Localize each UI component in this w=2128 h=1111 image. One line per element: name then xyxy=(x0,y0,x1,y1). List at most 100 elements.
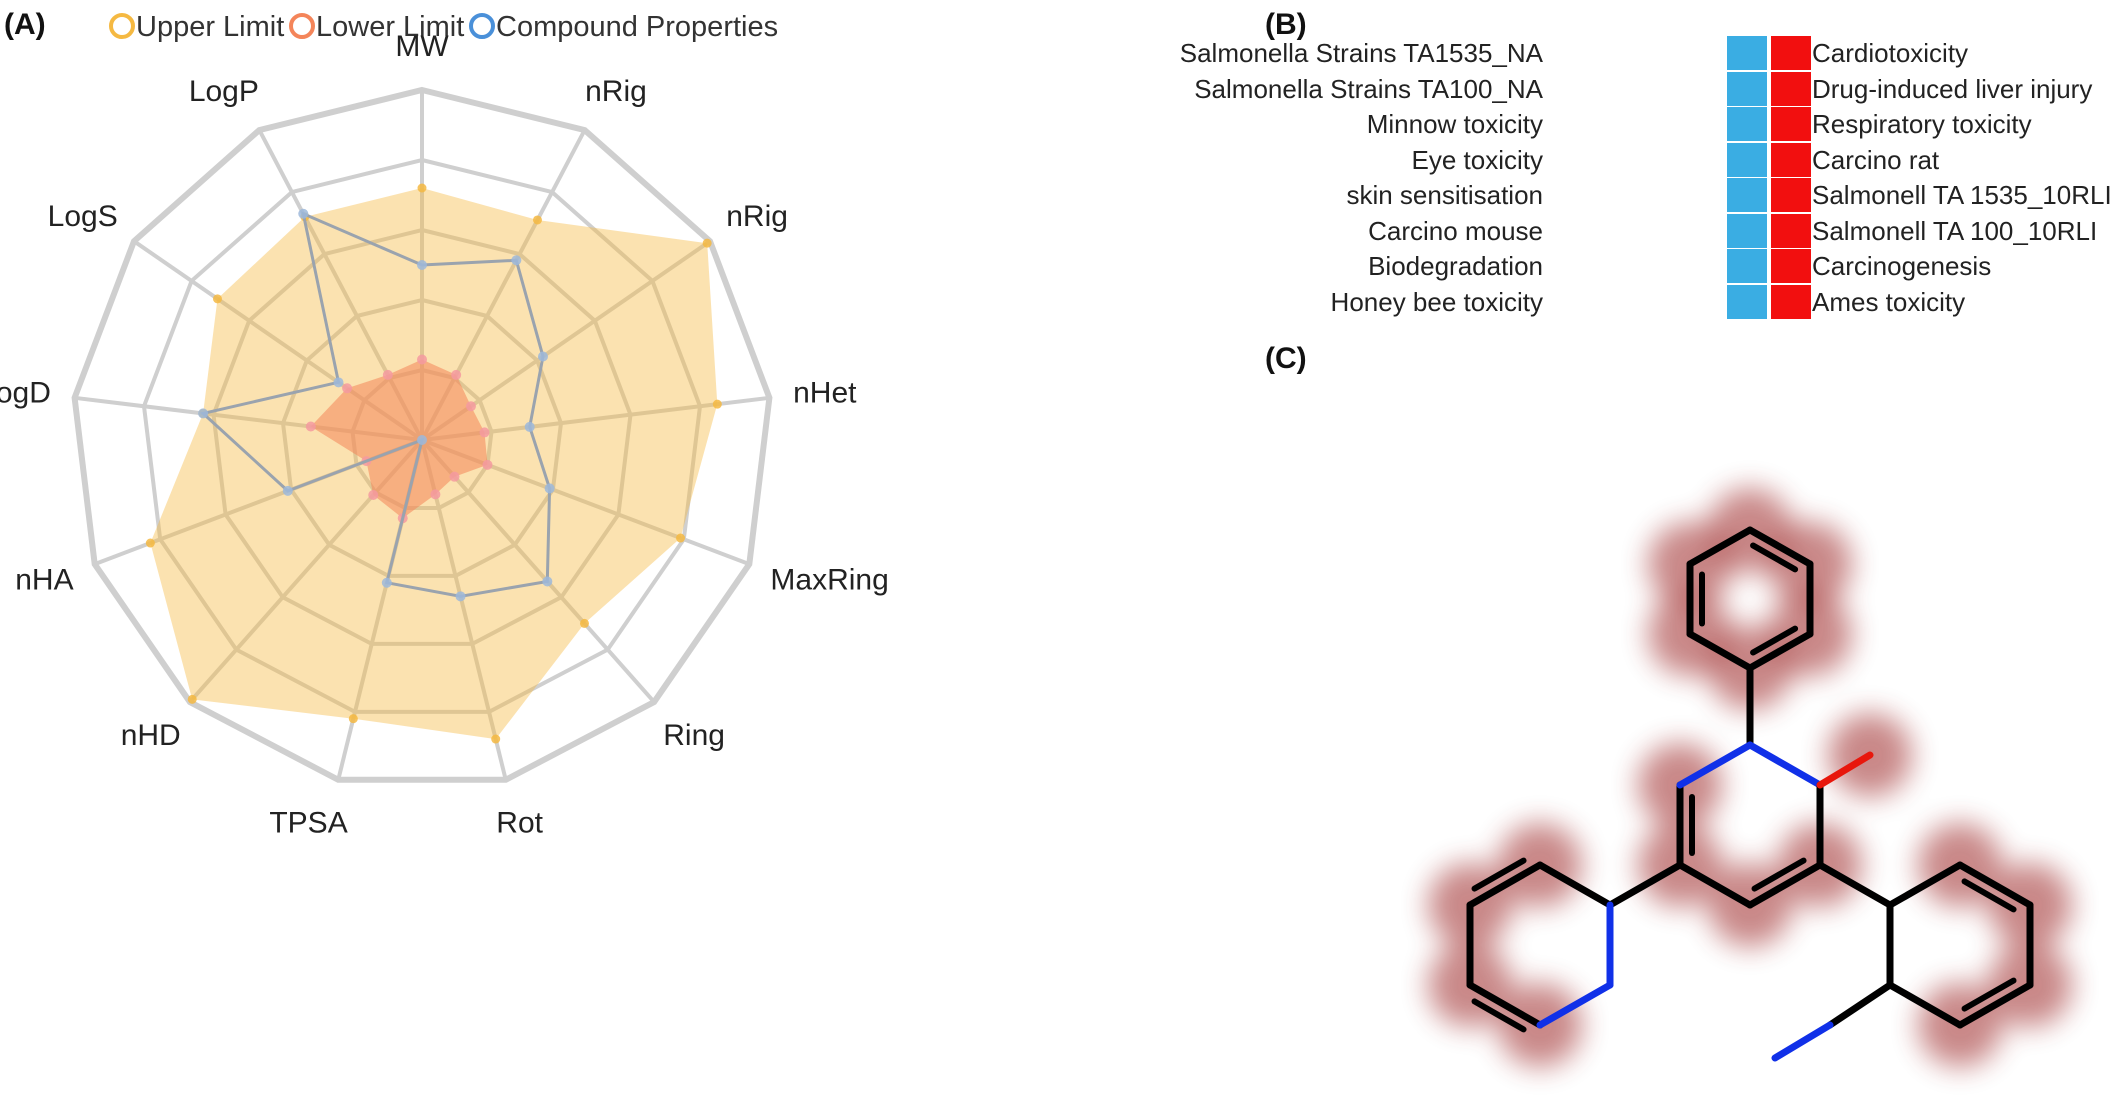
panel-label-b: (B) xyxy=(1265,8,1307,41)
toxicity-cell-red xyxy=(1771,71,1811,106)
toxicity-cell-red xyxy=(1771,36,1811,70)
axis-label-1: nRig xyxy=(585,75,647,108)
series-1-point-10 xyxy=(305,421,316,432)
toxicity-cell-blue xyxy=(1727,36,1767,70)
legend-marker-2 xyxy=(469,13,495,39)
toxicity-label-left: Honey bee toxicity xyxy=(1330,286,1543,317)
toxicity-cell-blue xyxy=(1727,213,1767,248)
series-1-point-1 xyxy=(451,369,462,380)
series-2-point-2 xyxy=(537,351,548,362)
axis-label-12: LogP xyxy=(189,75,259,108)
axis-label-11: LogS xyxy=(48,200,118,233)
double-bond xyxy=(1961,878,2017,913)
axis-label-5: Ring xyxy=(663,719,725,752)
toxicity-cell-blue xyxy=(1727,284,1767,319)
bond xyxy=(1771,1021,1834,1062)
series-1-point-3 xyxy=(479,427,490,438)
series-area-1 xyxy=(310,359,488,519)
toxicity-heatmap: Salmonella Strains TA1535_NA Cardiotoxici… xyxy=(1180,36,2120,458)
bond xyxy=(1686,630,1754,672)
panel-label-a: (A) xyxy=(4,8,46,41)
radar-axis-labels: MW nRig nRig nHet MaxRing Ring Rot TPSA nHD nHA Lo… xyxy=(0,30,889,840)
bond xyxy=(1956,981,2034,1029)
toxicity-label-left: Carcino mouse xyxy=(1368,215,1543,246)
toxicity-cell-red xyxy=(1771,284,1811,319)
molecule-bonds xyxy=(1466,526,2034,1062)
toxicity-label-right: Salmonell TA 1535_10RLI xyxy=(1812,180,2112,210)
toxicity-label-right: Carcinogenesis xyxy=(1812,251,1992,281)
bond xyxy=(1956,861,2034,909)
series-2-point-12 xyxy=(298,208,309,219)
toxicity-label-left: Salmonella Strains TA100_NA xyxy=(1194,73,1543,104)
series-1-point-11 xyxy=(342,383,353,394)
series-0-point-3 xyxy=(712,399,722,409)
toxicity-cell-red xyxy=(1771,213,1811,248)
grid-spoke-5 xyxy=(420,438,656,704)
axis-label-3: nHet xyxy=(793,377,857,410)
legend-marker-1 xyxy=(289,13,315,39)
bond xyxy=(1746,526,1814,568)
grid-ring-outer xyxy=(71,86,773,783)
panel-label-c: (C) xyxy=(1265,342,1307,375)
series-2-point-10 xyxy=(198,408,209,419)
toxicity-label-right: Salmonell TA 100_10RLI xyxy=(1812,215,2098,246)
toxicity-label-left: Salmonella Strains TA1535_NA xyxy=(1179,38,1543,68)
bond xyxy=(1536,861,1614,909)
toxicity-label-left: skin sensitisation xyxy=(1346,180,1543,210)
toxicity-label-right: Carcino rat xyxy=(1812,144,1940,175)
radar-series xyxy=(145,183,722,744)
series-2-point-6 xyxy=(455,591,466,602)
toxicity-cell-blue xyxy=(1727,178,1767,212)
toxicity-label-right: Drug-induced liver injury xyxy=(1812,73,2093,104)
toxicity-row: Minnow toxicity Respiratory toxicity xyxy=(1260,105,2120,149)
toxicity-label-right: Respiratory toxicity xyxy=(1812,109,2032,139)
toxicity-label-right: Cardiotoxicity xyxy=(1812,38,1969,68)
series-2-point-1 xyxy=(511,255,522,266)
axis-label-0: MW xyxy=(395,30,449,63)
legend-label-1: Lower Limit xyxy=(316,11,464,43)
bond xyxy=(1676,861,1754,909)
series-1-point-6 xyxy=(430,489,441,500)
radar-legend: Upper Limit Lower Limit Compound Propertie… xyxy=(109,11,778,43)
toxicity-row: Salmonella Strains TA100_NA Drug-induced … xyxy=(1194,70,2120,114)
toxicity-cell-red xyxy=(1771,178,1811,212)
series-0-point-0 xyxy=(417,183,427,193)
series-0-point-8 xyxy=(187,694,197,704)
series-0-point-11 xyxy=(212,294,222,304)
bond xyxy=(1466,981,1544,1029)
toxicity-cell-blue xyxy=(1727,249,1767,283)
series-0-point-6 xyxy=(491,734,501,744)
grid-ring-4 xyxy=(141,157,703,714)
molecule-structure xyxy=(1428,488,2072,1067)
series-1-point-4 xyxy=(482,459,493,470)
series-2-point-7 xyxy=(381,577,392,588)
bond xyxy=(1826,981,1894,1029)
toxicity-row: Salmonella Strains TA1535_NA Cardiotoxici… xyxy=(1180,34,2120,78)
toxicity-cell-blue xyxy=(1727,107,1767,141)
series-1-point-2 xyxy=(465,401,476,412)
bond xyxy=(1816,861,1894,909)
series-0-point-7 xyxy=(348,714,358,724)
bond xyxy=(1816,751,1874,789)
toxicity-label-left: Eye toxicity xyxy=(1411,144,1544,175)
bond xyxy=(1746,861,1824,909)
legend-label-2: Compound Properties xyxy=(496,11,778,43)
bond xyxy=(1606,861,1684,909)
axis-label-4: MaxRing xyxy=(770,564,888,597)
legend-marker-0 xyxy=(109,13,135,39)
legend-label-0: Upper Limit xyxy=(136,11,284,43)
series-1-point-8 xyxy=(368,490,379,501)
toxicity-cell-blue xyxy=(1727,142,1767,177)
grid-ring-3 xyxy=(211,227,633,646)
toxicity-row: Honey bee toxicity Ames toxicity xyxy=(1260,283,2120,327)
series-2-point-3 xyxy=(524,421,535,432)
series-2-point-4 xyxy=(544,483,555,494)
toxicity-label-left: Minnow toxicity xyxy=(1366,109,1543,139)
bond xyxy=(1746,630,1814,672)
axis-label-2: nRig xyxy=(726,200,788,233)
series-0-point-9 xyxy=(145,538,155,548)
series-2-point-0 xyxy=(417,260,427,270)
bond xyxy=(1746,741,1824,789)
double-bond xyxy=(1961,977,2017,1012)
bond xyxy=(1676,741,1754,789)
